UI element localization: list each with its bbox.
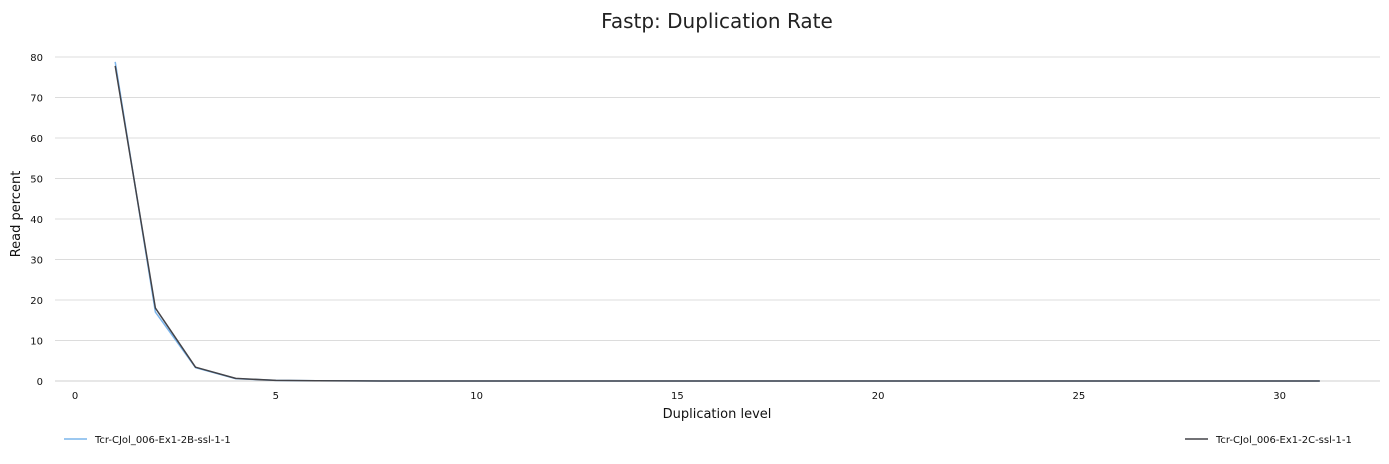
y-tick-label: 30 bbox=[30, 256, 43, 267]
legend[interactable]: Tcr-CJol_006-Ex1-2B-ssl-1-1 Tcr-CJol_006-… bbox=[64, 435, 1352, 446]
x-tick-label: 15 bbox=[671, 391, 684, 402]
y-tick-label: 40 bbox=[30, 215, 43, 226]
legend-item-1[interactable]: Tcr-CJol_006-Ex1-2B-ssl-1-1 bbox=[64, 435, 231, 446]
y-tick-label: 60 bbox=[30, 134, 43, 145]
y-tick-label: 70 bbox=[30, 94, 43, 105]
legend-label: Tcr-CJol_006-Ex1-2B-ssl-1-1 bbox=[94, 435, 231, 446]
x-tick-label: 20 bbox=[872, 391, 885, 402]
y-tick-label: 0 bbox=[37, 377, 43, 388]
x-tick-label: 30 bbox=[1273, 391, 1286, 402]
axes: 0 10 20 30 40 50 60 70 80 0 5 10 15 20 25 30 bbox=[30, 53, 1286, 402]
x-tick-label: 25 bbox=[1072, 391, 1085, 402]
x-tick-label: 0 bbox=[72, 391, 78, 402]
legend-item-2[interactable]: Tcr-CJol_006-Ex1-2C-ssl-1-1 bbox=[1185, 435, 1352, 446]
series-line-2[interactable] bbox=[114, 65, 1320, 382]
y-tick-label: 50 bbox=[30, 175, 43, 186]
y-axis-label: Read percent bbox=[9, 171, 24, 258]
y-tick-label: 20 bbox=[30, 296, 43, 307]
legend-label: Tcr-CJol_006-Ex1-2C-ssl-1-1 bbox=[1215, 435, 1352, 446]
series-lines bbox=[114, 61, 1320, 382]
chart-title: Fastp: Duplication Rate bbox=[601, 9, 833, 33]
x-tick-label: 5 bbox=[273, 391, 279, 402]
y-tick-label: 80 bbox=[30, 53, 43, 64]
grid-lines bbox=[55, 56, 1380, 382]
series-line-1[interactable] bbox=[114, 61, 1320, 382]
y-tick-label: 10 bbox=[30, 337, 43, 348]
x-axis-label: Duplication level bbox=[663, 407, 772, 422]
x-tick-label: 10 bbox=[470, 391, 483, 402]
